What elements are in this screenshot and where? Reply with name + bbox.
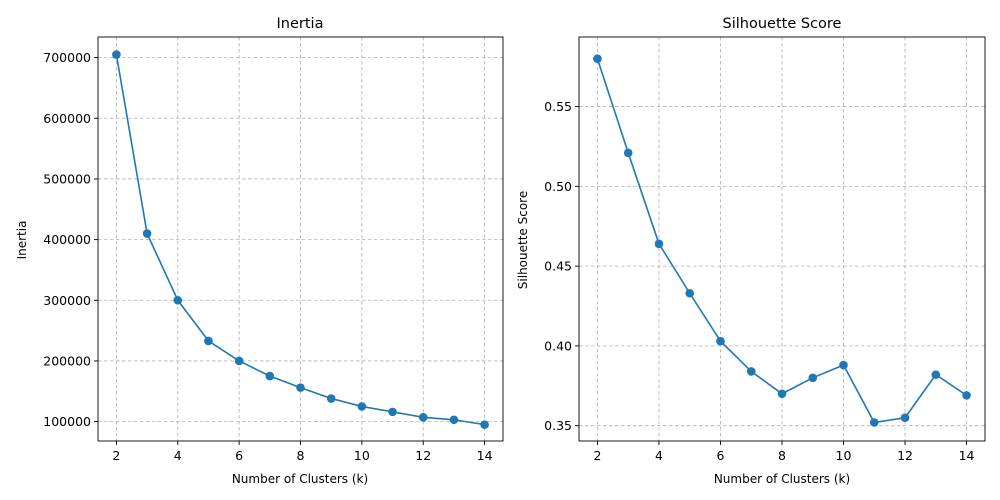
silhouette-y-tick-label: 0.45 (544, 259, 572, 274)
silhouette-x-tick-label: 14 (959, 448, 975, 463)
silhouette-data-point (685, 288, 695, 298)
silhouette-y-tick-label: 0.40 (544, 338, 572, 353)
silhouette-y-tick-label: 0.55 (544, 99, 572, 114)
silhouette-x-tick-label: 12 (897, 448, 913, 463)
inertia-axes-frame (97, 36, 504, 442)
inertia-data-point (418, 413, 428, 422)
inertia-x-tick-label: 6 (235, 448, 243, 463)
inertia-y-tick-label: 600000 (43, 111, 91, 126)
silhouette-data-point (808, 373, 818, 383)
inertia-data-point (173, 295, 183, 305)
inertia-data-point (142, 229, 152, 238)
inertia-y-axis-label: Inertia (15, 221, 29, 260)
inertia-x-tick-label: 14 (477, 448, 493, 463)
inertia-x-tick-label: 12 (415, 448, 431, 463)
inertia-data-point (234, 356, 244, 366)
silhouette-data-point (962, 391, 971, 400)
inertia-x-tick-label: 4 (174, 448, 182, 463)
silhouette-data-point (746, 367, 756, 376)
silhouette-x-tick-label: 8 (778, 448, 786, 463)
silhouette-data-point (900, 413, 910, 423)
silhouette-x-tick-label: 6 (717, 448, 725, 463)
inertia-x-axis-label: Number of Clusters (k) (232, 472, 368, 486)
silhouette-x-tick-label: 4 (655, 448, 663, 463)
silhouette-data-point (654, 239, 664, 249)
inertia-y-tick-label: 400000 (43, 232, 91, 247)
inertia-data-point (265, 371, 275, 381)
silhouette-data-point (593, 54, 602, 63)
inertia-data-point (388, 407, 397, 417)
silhouette-data-point (869, 418, 879, 427)
silhouette-data-point (623, 148, 633, 158)
silhouette-y-axis-label: Silhouette Score (516, 191, 530, 289)
silhouette-x-axis-label: Number of Clusters (k) (714, 472, 850, 486)
silhouette-axes-frame (578, 36, 986, 442)
inertia-y-tick-label: 200000 (43, 353, 91, 368)
inertia-data-point (357, 402, 367, 411)
inertia-y-tick-label: 700000 (43, 50, 91, 65)
inertia-y-tick-label: 300000 (43, 293, 91, 308)
inertia-panel: Inertia Number of Clusters (k) Inertia 2… (15, 16, 504, 486)
inertia-x-tick-label: 8 (297, 448, 305, 463)
inertia-x-tick-label: 10 (354, 448, 370, 463)
silhouette-data-point (839, 360, 848, 370)
inertia-y-tick-label: 100000 (43, 414, 91, 429)
inertia-y-tick-label: 500000 (43, 171, 91, 186)
silhouette-chart-title: Silhouette Score (723, 16, 842, 32)
silhouette-y-tick-label: 0.50 (544, 179, 572, 194)
inertia-data-point (449, 415, 459, 425)
silhouette-data-point (777, 389, 787, 399)
inertia-data-point (326, 394, 336, 403)
inertia-data-point (480, 420, 489, 429)
silhouette-data-point (931, 370, 941, 379)
inertia-data-point (112, 50, 121, 59)
silhouette-y-tick-label: 0.35 (544, 418, 572, 433)
silhouette-x-tick-label: 10 (836, 448, 852, 463)
inertia-chart-title: Inertia (277, 16, 324, 32)
inertia-data-point (204, 336, 213, 346)
silhouette-panel: Silhouette Score Number of Clusters (k) … (516, 16, 986, 486)
inertia-x-tick-label: 2 (112, 448, 120, 463)
inertia-data-point (296, 383, 305, 392)
silhouette-data-point (716, 336, 725, 346)
silhouette-x-tick-label: 2 (593, 448, 601, 463)
